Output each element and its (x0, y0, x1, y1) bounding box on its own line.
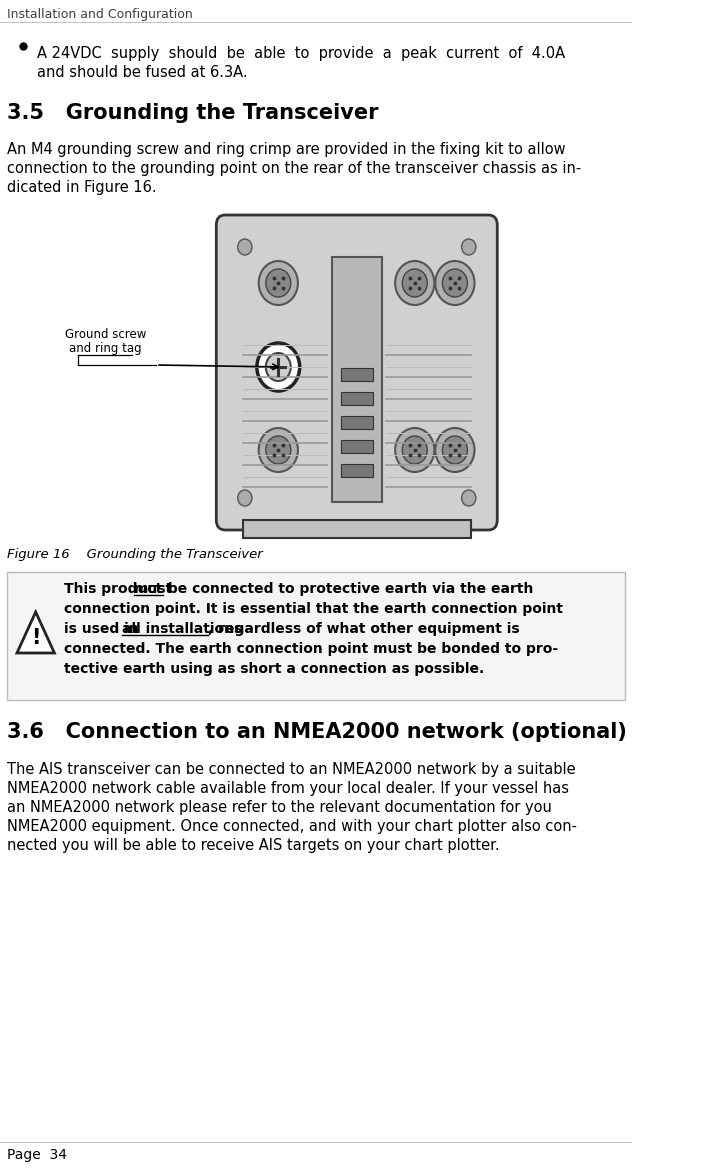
Circle shape (462, 239, 476, 255)
Text: NMEA2000 network cable available from your local dealer. If your vessel has: NMEA2000 network cable available from yo… (7, 781, 569, 796)
Text: !: ! (31, 628, 40, 648)
Text: Page  34: Page 34 (7, 1148, 67, 1162)
Text: NMEA2000 equipment. Once connected, and with your chart plotter also con-: NMEA2000 equipment. Once connected, and … (7, 819, 577, 834)
Text: Ground screw: Ground screw (65, 328, 146, 341)
Text: The AIS transceiver can be connected to an NMEA2000 network by a suitable: The AIS transceiver can be connected to … (7, 762, 576, 778)
Text: must: must (134, 582, 173, 596)
Text: 3.6   Connection to an NMEA2000 network (optional): 3.6 Connection to an NMEA2000 network (o… (7, 723, 627, 742)
Text: A 24VDC  supply  should  be  able  to  provide  a  peak  current  of  4.0A: A 24VDC supply should be able to provide… (38, 46, 566, 61)
Bar (341, 440, 373, 453)
Polygon shape (17, 612, 55, 653)
Text: tective earth using as short a connection as possible.: tective earth using as short a connectio… (65, 662, 484, 676)
Text: Installation and Configuration: Installation and Configuration (7, 8, 193, 21)
Circle shape (266, 352, 291, 381)
Circle shape (259, 261, 298, 304)
Bar (7, 571, 625, 700)
Text: and ring tag: and ring tag (69, 342, 142, 355)
Bar (332, 256, 381, 502)
Circle shape (395, 427, 435, 472)
Circle shape (442, 436, 467, 464)
Text: An M4 grounding screw and ring crimp are provided in the fixing kit to allow: An M4 grounding screw and ring crimp are… (7, 142, 566, 157)
Circle shape (259, 427, 298, 472)
Text: 3.5   Grounding the Transceiver: 3.5 Grounding the Transceiver (7, 103, 379, 123)
Circle shape (442, 269, 467, 297)
Text: and should be fused at 6.3A.: and should be fused at 6.3A. (38, 66, 248, 80)
Text: dicated in Figure 16.: dicated in Figure 16. (7, 180, 157, 196)
FancyBboxPatch shape (216, 215, 497, 530)
Text: Figure 16    Grounding the Transceiver: Figure 16 Grounding the Transceiver (7, 548, 263, 561)
Circle shape (435, 261, 474, 304)
Circle shape (238, 489, 252, 506)
Bar (341, 416, 373, 429)
Text: connected. The earth connection point must be bonded to pro-: connected. The earth connection point mu… (65, 642, 559, 656)
Text: is used in: is used in (65, 622, 144, 636)
Circle shape (238, 239, 252, 255)
Bar (341, 464, 373, 477)
Text: all installations: all installations (122, 622, 242, 636)
Bar (341, 392, 373, 405)
Text: nected you will be able to receive AIS targets on your chart plotter.: nected you will be able to receive AIS t… (7, 838, 500, 852)
Circle shape (462, 489, 476, 506)
Text: , regardless of what other equipment is: , regardless of what other equipment is (208, 622, 520, 636)
Bar (243, 520, 471, 537)
Circle shape (266, 269, 291, 297)
Text: an NMEA2000 network please refer to the relevant documentation for you: an NMEA2000 network please refer to the … (7, 800, 552, 815)
Bar (341, 368, 373, 381)
Circle shape (402, 436, 428, 464)
Text: This product: This product (65, 582, 167, 596)
Circle shape (402, 269, 428, 297)
Text: connection point. It is essential that the earth connection point: connection point. It is essential that t… (65, 602, 563, 616)
Text: connection to the grounding point on the rear of the transceiver chassis as in-: connection to the grounding point on the… (7, 160, 581, 176)
Circle shape (395, 261, 435, 304)
Circle shape (435, 427, 474, 472)
Circle shape (266, 436, 291, 464)
Text: be connected to protective earth via the earth: be connected to protective earth via the… (163, 582, 534, 596)
Circle shape (257, 343, 300, 391)
